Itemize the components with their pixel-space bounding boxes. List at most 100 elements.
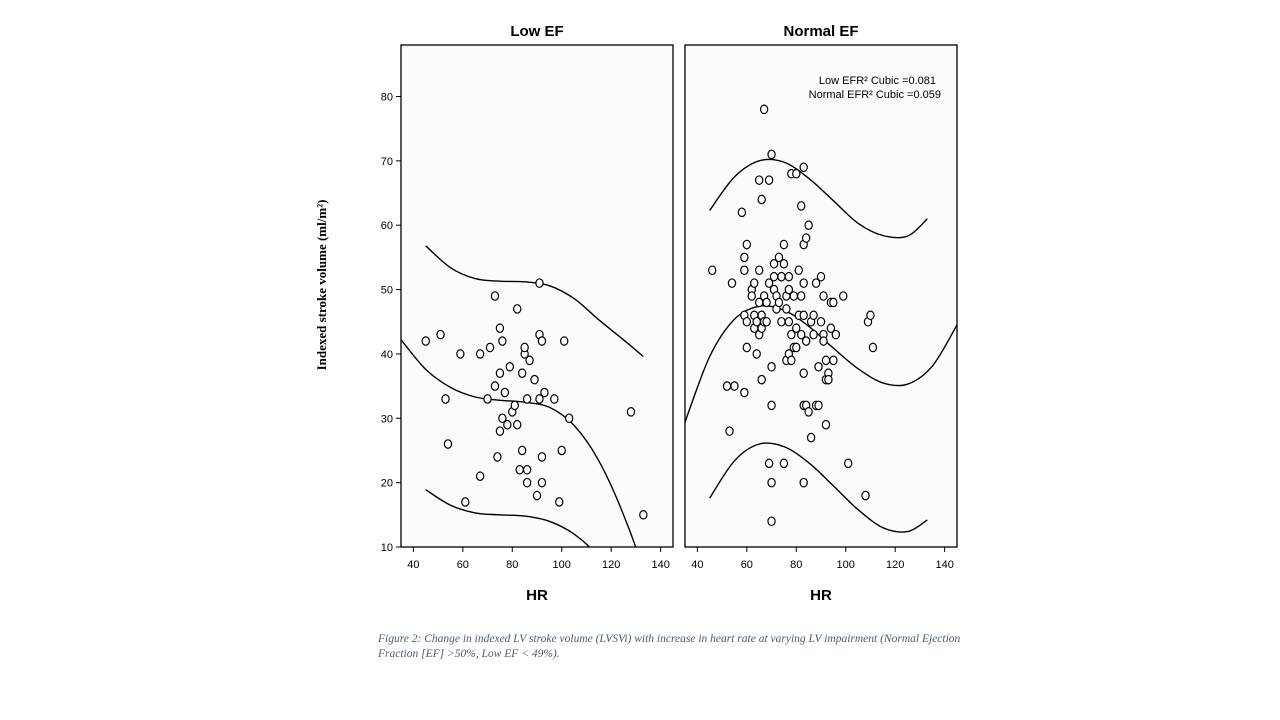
x-tick-label: 140 [935, 559, 953, 571]
y-tick-label: 80 [381, 91, 393, 103]
data-point [752, 349, 761, 359]
data-point [510, 400, 519, 411]
data-point [513, 304, 522, 314]
low-ef-points [421, 278, 648, 520]
normal-ef-fit-upper-line [709, 158, 928, 239]
data-point [801, 233, 811, 243]
data-point [727, 278, 737, 288]
data-point [513, 419, 522, 430]
data-point [498, 336, 507, 346]
normal-ef-title: Normal EF [783, 23, 858, 40]
data-point [774, 297, 784, 308]
data-point [767, 400, 776, 411]
x-tick-label: 60 [457, 559, 469, 571]
data-point [831, 329, 841, 340]
data-point [505, 361, 514, 372]
data-point [792, 323, 801, 333]
low-ef-x-ticks: 40 60 80 100 120 140 [407, 547, 670, 571]
data-point [824, 374, 833, 385]
x-tick-label: 40 [691, 559, 703, 571]
data-point [740, 387, 749, 398]
data-point [754, 265, 764, 276]
data-point [811, 278, 821, 288]
y-tick-label: 20 [381, 478, 393, 490]
data-point [730, 381, 739, 391]
data-point [740, 265, 749, 276]
data-point [759, 104, 769, 115]
data-point [779, 458, 789, 469]
data-point [441, 394, 450, 404]
x-tick-label: 40 [407, 559, 419, 571]
data-point [866, 310, 875, 321]
low-ef-plot-area [400, 44, 674, 548]
data-point [779, 239, 789, 250]
data-point [806, 432, 816, 443]
y-tick-label: 40 [381, 349, 393, 361]
data-point [794, 265, 803, 276]
data-point [792, 342, 801, 353]
data-point [787, 329, 796, 340]
data-point [819, 291, 828, 301]
data-point [495, 368, 505, 379]
data-point [799, 162, 808, 173]
data-point [522, 464, 532, 475]
data-point [737, 207, 747, 218]
data-point [784, 316, 794, 327]
data-point [750, 278, 759, 288]
data-point [747, 291, 756, 301]
data-point [522, 394, 532, 404]
data-point [443, 439, 453, 449]
y-tick-label: 30 [381, 413, 393, 425]
data-point [540, 387, 549, 398]
data-point [522, 477, 532, 488]
data-point [801, 336, 811, 346]
data-point [537, 336, 547, 346]
y-tick-label: 10 [381, 542, 393, 554]
data-point [708, 265, 717, 276]
data-point [495, 426, 505, 436]
data-point [809, 310, 818, 321]
x-tick-label: 100 [553, 559, 571, 571]
y-tick-label: 50 [381, 285, 393, 297]
data-point [769, 271, 779, 282]
data-point [784, 284, 794, 295]
data-point [757, 374, 766, 385]
data-point [525, 355, 534, 366]
data-point [769, 259, 779, 269]
data-point [532, 490, 542, 501]
data-point [564, 413, 574, 424]
data-point [839, 291, 848, 301]
data-point [799, 368, 808, 379]
data-point [809, 329, 818, 340]
data-point [797, 201, 806, 211]
data-point [461, 497, 470, 507]
data-point [537, 452, 547, 462]
normal-ef-fit-lower-line [709, 442, 928, 533]
data-point [485, 342, 495, 353]
data-point [421, 336, 430, 346]
data-point [742, 342, 752, 353]
data-point [829, 297, 838, 308]
panel-low-ef: Low EF HR 40 60 80 100 120 140 10 20 30 40 50 60 70… [381, 23, 674, 604]
data-point [767, 149, 776, 160]
data-point [490, 381, 500, 391]
data-point [868, 342, 878, 353]
data-point [537, 477, 547, 488]
low-ef-title: Low EF [510, 23, 563, 40]
data-point [517, 368, 527, 379]
data-point [792, 168, 801, 179]
data-point [826, 323, 836, 333]
x-tick-label: 120 [886, 559, 904, 571]
figure-caption: Figure 2: Change in indexed LV stroke vo… [378, 633, 961, 660]
data-point [821, 355, 831, 366]
y-tick-label: 60 [381, 220, 393, 232]
data-point [784, 271, 794, 282]
data-point [475, 471, 485, 482]
data-point [816, 271, 826, 282]
data-point [475, 349, 485, 359]
data-point [722, 381, 732, 391]
data-point [754, 175, 764, 185]
data-point [515, 464, 524, 475]
data-point [861, 490, 870, 501]
data-point [767, 516, 776, 527]
